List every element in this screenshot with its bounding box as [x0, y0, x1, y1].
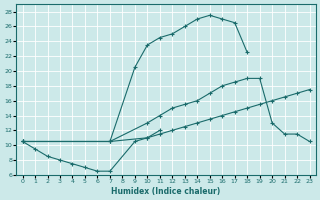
- X-axis label: Humidex (Indice chaleur): Humidex (Indice chaleur): [111, 187, 221, 196]
